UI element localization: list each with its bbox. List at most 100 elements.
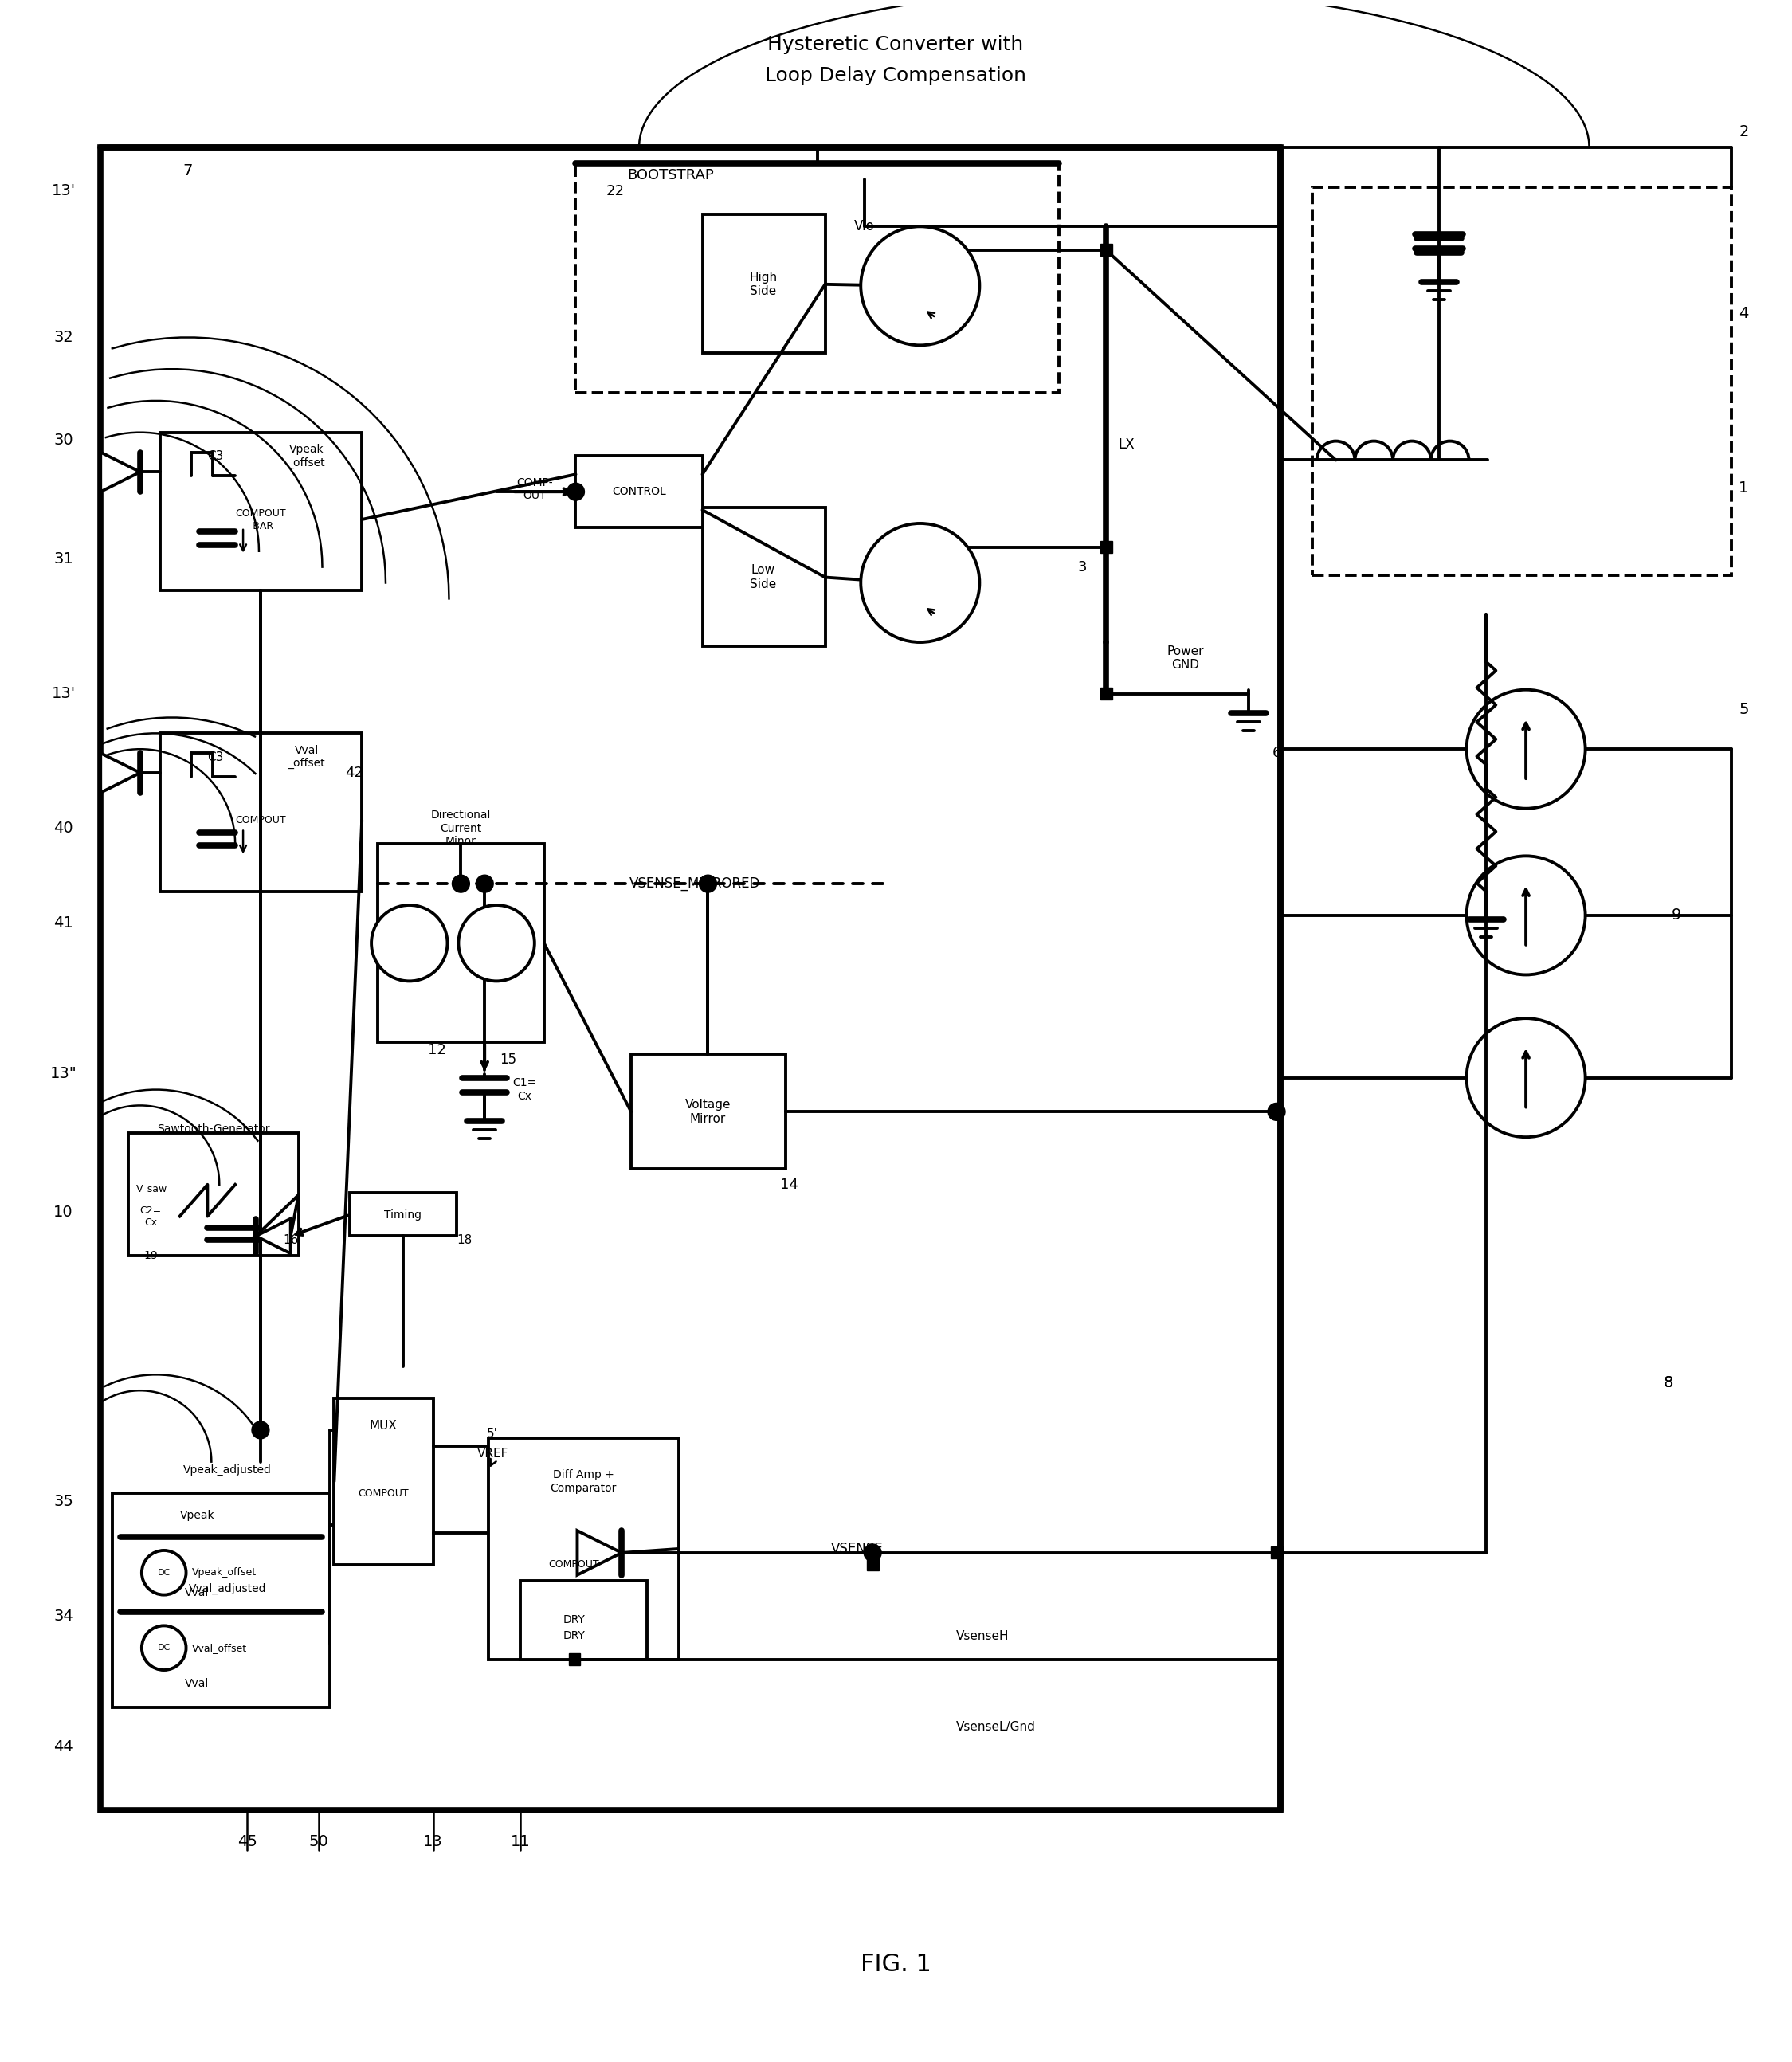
Text: DRY: DRY	[563, 1615, 586, 1625]
Text: 40: 40	[54, 821, 73, 835]
Text: 31: 31	[54, 551, 73, 567]
Text: 32: 32	[54, 330, 73, 344]
Text: Vpeak_adjusted: Vpeak_adjusted	[183, 1464, 271, 1474]
Bar	[575, 456, 702, 528]
Circle shape	[1466, 689, 1586, 808]
Text: Vval: Vval	[185, 1678, 210, 1689]
Bar	[1100, 243, 1113, 256]
Text: 14: 14	[780, 1177, 799, 1192]
Circle shape	[864, 1544, 882, 1561]
Text: Vval
_offset: Vval _offset	[289, 744, 324, 769]
Bar	[113, 1493, 330, 1707]
Text: BOOTSTRAP: BOOTSTRAP	[627, 167, 713, 181]
Circle shape	[477, 874, 493, 893]
Circle shape	[459, 905, 534, 982]
Bar	[129, 1134, 299, 1256]
Text: 35: 35	[54, 1493, 73, 1509]
Text: 22: 22	[606, 184, 624, 198]
Text: VSENSE_MIRRORED: VSENSE_MIRRORED	[629, 876, 760, 891]
Text: Voltage
Mirror: Voltage Mirror	[685, 1099, 731, 1124]
Text: 15: 15	[500, 1052, 516, 1066]
Text: Timing: Timing	[383, 1208, 421, 1221]
Bar	[100, 146, 1281, 1810]
Text: 41: 41	[54, 916, 73, 930]
Text: Loop Delay Compensation: Loop Delay Compensation	[765, 66, 1027, 87]
Text: COMPOUT: COMPOUT	[235, 814, 287, 825]
Text: VREF: VREF	[477, 1448, 509, 1460]
Text: Vval: Vval	[185, 1588, 210, 1598]
Text: 16: 16	[283, 1233, 297, 1245]
Text: C2=
Cx: C2= Cx	[140, 1204, 161, 1227]
Circle shape	[699, 874, 717, 893]
Text: C3: C3	[208, 751, 224, 763]
Text: 30: 30	[54, 433, 73, 447]
Bar	[702, 214, 824, 353]
Bar	[568, 1654, 581, 1666]
Bar	[489, 1437, 679, 1660]
Text: Sawtooth-Generator: Sawtooth-Generator	[158, 1124, 271, 1134]
Text: 7: 7	[183, 163, 192, 179]
Bar	[159, 433, 362, 590]
Text: 13: 13	[423, 1835, 443, 1850]
Polygon shape	[256, 1219, 290, 1254]
Circle shape	[1267, 1103, 1285, 1120]
Text: Vpeak
_offset: Vpeak _offset	[289, 443, 324, 468]
Circle shape	[371, 905, 448, 982]
Text: DC: DC	[158, 1643, 170, 1652]
Text: Power
GND: Power GND	[1167, 645, 1204, 670]
Text: Vpeak: Vpeak	[179, 1509, 215, 1522]
Text: 12: 12	[428, 1043, 446, 1058]
Polygon shape	[100, 753, 140, 792]
Text: Diff Amp +
Comparator: Diff Amp + Comparator	[550, 1470, 616, 1493]
Text: Vval_offset: Vval_offset	[192, 1643, 247, 1654]
Circle shape	[860, 227, 980, 344]
Circle shape	[253, 1421, 269, 1439]
Bar	[867, 1559, 878, 1571]
Circle shape	[1466, 1019, 1586, 1136]
Circle shape	[1466, 856, 1586, 975]
Text: 2: 2	[1738, 124, 1749, 138]
Circle shape	[566, 483, 584, 501]
Text: High
Side: High Side	[749, 272, 778, 297]
Text: 45: 45	[237, 1835, 256, 1850]
Text: 18: 18	[457, 1233, 473, 1245]
Text: 10: 10	[54, 1204, 73, 1221]
Text: 34: 34	[54, 1608, 73, 1623]
Bar	[1271, 1546, 1283, 1559]
Bar	[1100, 687, 1113, 699]
Text: VsenseL/Gnd: VsenseL/Gnd	[955, 1722, 1036, 1732]
Text: DC: DC	[158, 1569, 170, 1577]
Circle shape	[142, 1551, 186, 1594]
Text: Hysteretic Converter with: Hysteretic Converter with	[767, 35, 1023, 54]
Text: COMPOUT
_BAR: COMPOUT _BAR	[235, 509, 287, 530]
Text: 11: 11	[511, 1835, 530, 1850]
Bar	[333, 1398, 434, 1565]
Bar	[349, 1192, 457, 1235]
Text: 4: 4	[1738, 305, 1749, 322]
Text: 8: 8	[1663, 1375, 1674, 1390]
Bar	[520, 1582, 647, 1660]
Text: 42: 42	[344, 765, 364, 779]
Text: 13": 13"	[50, 1066, 77, 1080]
Text: 13': 13'	[52, 687, 75, 701]
Text: Low
Side: Low Side	[751, 565, 776, 590]
Text: COMPOUT: COMPOUT	[358, 1489, 409, 1499]
Bar	[631, 1054, 785, 1169]
Bar	[1312, 188, 1731, 575]
Text: 6: 6	[1272, 746, 1281, 761]
Polygon shape	[577, 1530, 622, 1575]
Bar	[702, 507, 824, 645]
Text: 1: 1	[1738, 480, 1749, 495]
Text: COMP-
OUT: COMP- OUT	[516, 478, 552, 501]
Polygon shape	[100, 452, 140, 491]
Text: 9: 9	[1672, 907, 1681, 924]
Bar	[575, 163, 1059, 392]
Text: 5': 5'	[487, 1429, 498, 1439]
Text: 13': 13'	[52, 184, 75, 198]
Circle shape	[860, 524, 980, 641]
Text: CONTROL: CONTROL	[613, 487, 667, 497]
Text: 3: 3	[1079, 559, 1088, 573]
Text: FIG. 1: FIG. 1	[860, 1953, 932, 1975]
Text: VSENSE: VSENSE	[831, 1542, 883, 1557]
Text: VsenseH: VsenseH	[955, 1629, 1009, 1641]
